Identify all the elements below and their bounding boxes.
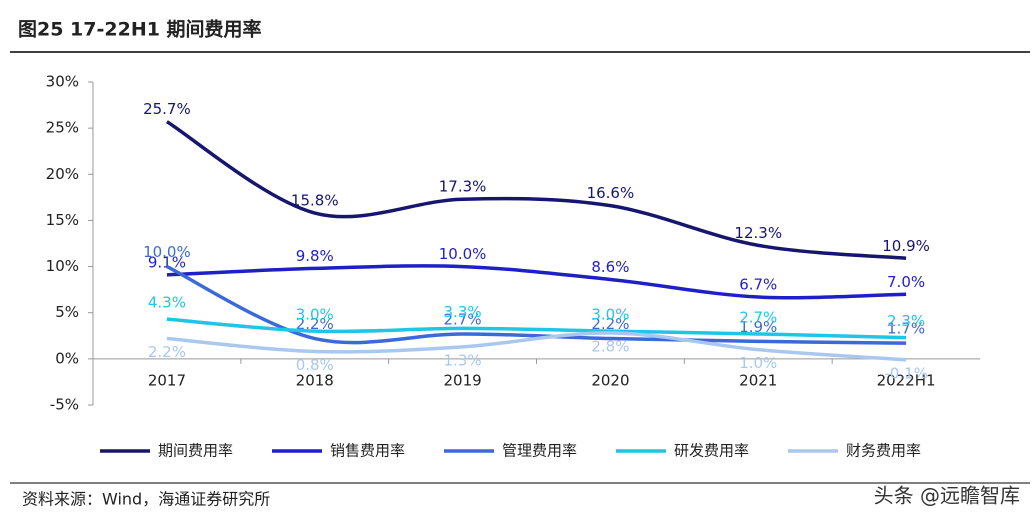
y-tick-label: 10% — [46, 257, 79, 275]
y-tick-label: -5% — [50, 396, 79, 414]
source-note: 资料来源：Wind，海通证券研究所 — [22, 490, 270, 509]
data-label: 2.2% — [591, 315, 629, 333]
data-label: 2.2% — [296, 315, 334, 333]
legend-label: 期间费用率 — [158, 442, 233, 460]
data-label: 8.6% — [591, 258, 629, 276]
data-label: 9.8% — [296, 247, 334, 265]
data-label: 10.0% — [143, 243, 191, 261]
series-line — [166, 264, 907, 300]
data-label: 10.9% — [882, 237, 930, 255]
y-tick-label: 25% — [46, 119, 79, 137]
legend-label: 管理费用率 — [502, 442, 577, 460]
data-label: 25.7% — [143, 100, 191, 118]
data-label: 7.0% — [887, 273, 925, 291]
data-label: 2.3% — [887, 312, 925, 330]
x-tick-label: 2019 — [443, 371, 481, 389]
y-tick-label: 15% — [46, 211, 79, 229]
x-tick-label: 2021 — [739, 371, 777, 389]
data-label: 4.3% — [148, 294, 186, 312]
data-label: 6.7% — [739, 276, 777, 294]
data-label: 2.2% — [148, 343, 186, 361]
data-label: 10.0% — [439, 245, 487, 263]
data-label: 3.0% — [591, 306, 629, 324]
x-tick-label: 2017 — [148, 371, 186, 389]
data-label: 2.8% — [591, 338, 629, 356]
data-label: 12.3% — [734, 224, 782, 242]
legend-label: 销售费用率 — [330, 442, 405, 460]
y-tick-label: 5% — [55, 303, 79, 321]
x-tick-label: 2018 — [296, 371, 334, 389]
x-tick-label: 2020 — [591, 371, 629, 389]
data-label: 0.8% — [296, 356, 334, 374]
series-line — [165, 120, 907, 261]
data-label: 1.0% — [739, 354, 777, 372]
legend-label: 财务费用率 — [846, 442, 921, 460]
y-tick-label: 0% — [55, 349, 79, 367]
data-label: 2.7% — [739, 308, 777, 326]
data-label: 15.8% — [291, 192, 339, 210]
data-label: 1.3% — [444, 351, 482, 369]
data-label: 16.6% — [587, 184, 635, 202]
x-tick-label: 2022H1 — [877, 371, 936, 389]
legend-label: 研发费用率 — [674, 442, 749, 460]
data-label: 9.1% — [148, 253, 186, 271]
series-line — [166, 317, 907, 340]
data-label: 17.3% — [439, 178, 487, 196]
watermark: 头条 @远瞻智库 — [874, 484, 1020, 508]
data-label: 1.9% — [739, 318, 777, 336]
y-tick-label: 30% — [46, 73, 79, 91]
data-label: 3.3% — [444, 303, 482, 321]
data-label: 2.7% — [444, 310, 482, 328]
data-label: 3.0% — [296, 306, 334, 324]
data-label: 1.7% — [887, 320, 925, 338]
series-line — [166, 264, 907, 345]
series-line — [166, 331, 907, 362]
data-label: -0.1% — [884, 364, 928, 382]
figure-title: 图25 17-22H1 期间费用率 — [18, 18, 262, 41]
y-tick-label: 20% — [46, 165, 79, 183]
